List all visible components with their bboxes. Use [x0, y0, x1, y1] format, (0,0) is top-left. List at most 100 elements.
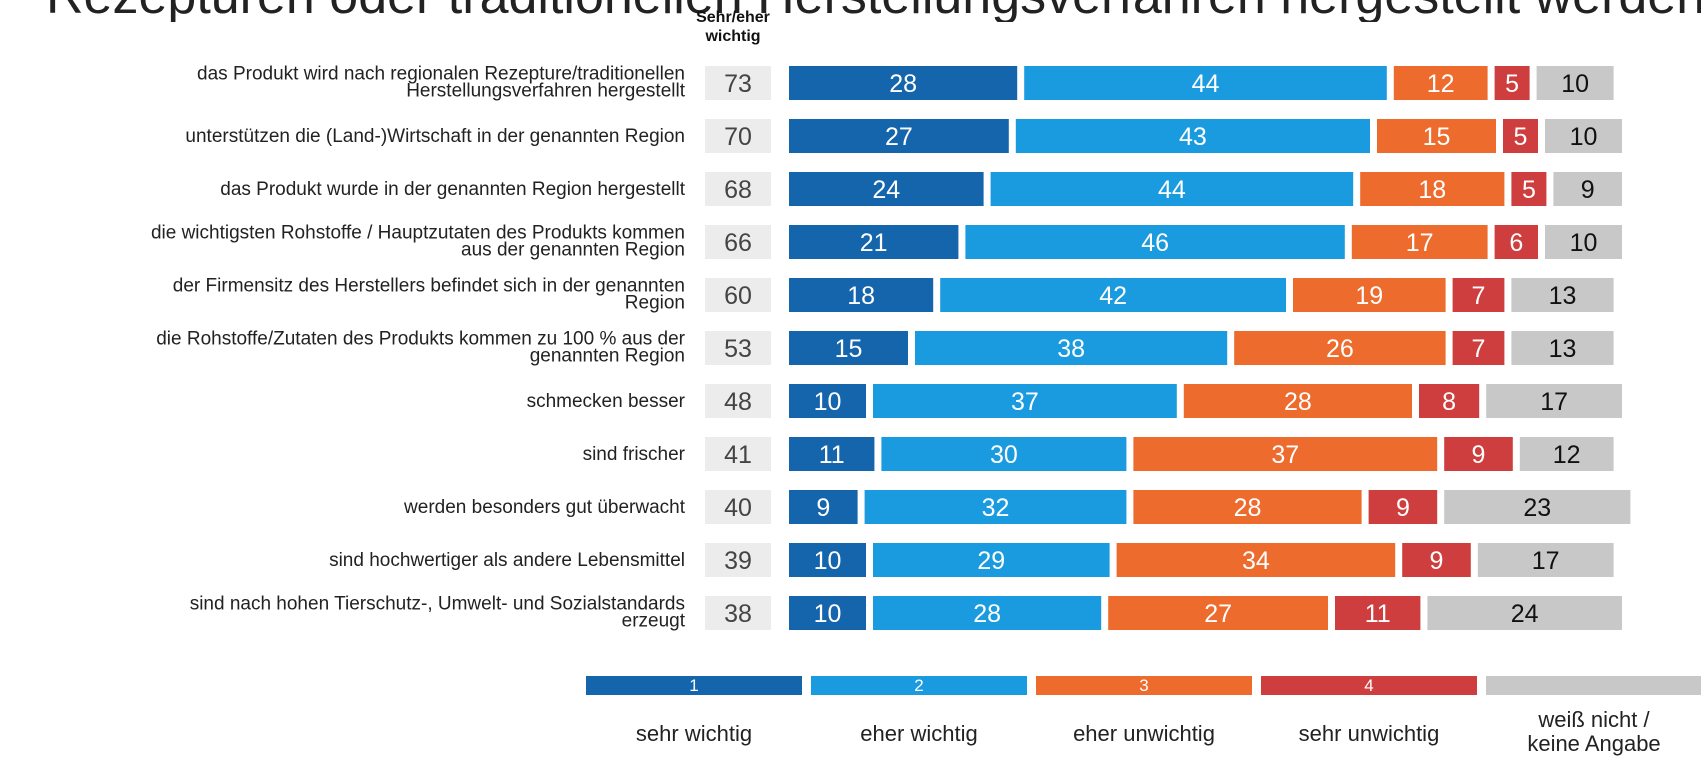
bar-segment-label: 10	[1570, 229, 1598, 257]
chart-title: Rezepturen oder traditionellen Herstellu…	[46, 0, 1701, 22]
bar-segment	[1477, 543, 1614, 577]
category-label: die wichtigsten Rohstoffe / Hauptzutaten…	[151, 223, 685, 261]
legend-label: weiß nicht / keine Angabe	[1527, 707, 1661, 756]
bar-segment	[1427, 596, 1622, 630]
bar-segment-label: 12	[1427, 70, 1455, 98]
total-box	[705, 172, 771, 206]
category-label: werden besonders gut überwacht	[403, 497, 686, 518]
bar-segment-label: 15	[1423, 123, 1451, 151]
bar-segment-label: 27	[885, 123, 913, 151]
bar-segment	[1234, 331, 1446, 365]
bar-segment	[1494, 66, 1530, 100]
legend-label: sehr wichtig	[635, 721, 753, 746]
bar-segment	[1545, 119, 1622, 153]
total-value: 66	[724, 229, 752, 257]
bar-segment-label: 26	[1326, 335, 1354, 363]
bar-segment-label: 10	[1561, 70, 1589, 98]
legend-swatch	[1036, 676, 1252, 695]
bar-segment-label: 13	[1549, 335, 1577, 363]
bar-segment	[1536, 66, 1614, 100]
total-value: 70	[724, 123, 752, 151]
bar-segment-label: 9	[1396, 494, 1410, 522]
bar-segment-label: 18	[847, 282, 875, 310]
bar-segment	[864, 490, 1127, 524]
bar-segment	[1351, 225, 1488, 259]
bar-segment-label: 9	[1430, 547, 1444, 575]
category-label: der Firmensitz des Herstellers befindet …	[173, 276, 685, 314]
total-box	[705, 437, 771, 471]
bar-segment	[1519, 437, 1614, 471]
bar-segment	[1545, 225, 1622, 259]
category-label: sind nach hohen Tierschutz-, Umwelt- und…	[190, 594, 686, 632]
bar-segment-label: 44	[1158, 176, 1186, 204]
total-box	[705, 596, 771, 630]
bar-segment	[1511, 278, 1614, 312]
legend-label: eher wichtig	[860, 721, 978, 746]
title-clip: Rezepturen oder traditionellen Herstellu…	[0, 0, 1701, 22]
legend-swatch	[586, 676, 802, 695]
bar-segment	[789, 543, 866, 577]
bar-segment-label: 28	[1234, 494, 1262, 522]
category-label: das Produkt wird nach regionalen Rezeptu…	[197, 64, 686, 102]
bar-segment	[1015, 119, 1370, 153]
bar-segment-label: 17	[1540, 388, 1568, 416]
bar-segment	[789, 384, 866, 418]
bar-segment-label: 46	[1141, 229, 1169, 257]
bar-segment-label: 44	[1192, 70, 1220, 98]
bar-segment	[1553, 172, 1622, 206]
bar-segment-label: 10	[1570, 123, 1598, 151]
bar-segment	[990, 172, 1354, 206]
bar-segment-label: 9	[1472, 441, 1486, 469]
total-value: 60	[724, 282, 752, 310]
bar-segment-label: 10	[814, 547, 842, 575]
bar-segment-label: 9	[1581, 176, 1595, 204]
category-label: sind hochwertiger als andere Lebensmitte…	[329, 550, 685, 571]
bar-segment-label: 38	[1057, 335, 1085, 363]
bar-segment	[1402, 543, 1471, 577]
total-value: 41	[724, 441, 752, 469]
category-label: die Rohstoffe/Zutaten des Produkts komme…	[156, 329, 685, 367]
total-box	[705, 490, 771, 524]
legend-code: 4	[1364, 676, 1373, 695]
bar-segment	[1486, 384, 1622, 418]
total-box	[705, 278, 771, 312]
bar-segment-label: 21	[860, 229, 888, 257]
total-value: 39	[724, 547, 752, 575]
total-box	[705, 331, 771, 365]
bar-segment	[881, 437, 1127, 471]
legend-swatch	[1486, 676, 1701, 695]
bar-segment-label: 10	[814, 388, 842, 416]
total-column-header: Sehr/eher wichtig	[696, 9, 770, 45]
bar-segment	[1133, 437, 1438, 471]
bar-segment	[789, 596, 866, 630]
bar-segment	[1293, 278, 1446, 312]
bar-segment	[873, 596, 1102, 630]
total-value: 73	[724, 70, 752, 98]
category-label: das Produkt wurde in der genannten Regio…	[220, 179, 685, 200]
bar-segment	[940, 278, 1286, 312]
bar-segment-label: 28	[889, 70, 917, 98]
bar-segment-label: 13	[1549, 282, 1577, 310]
bar-segment	[873, 543, 1110, 577]
total-value: 53	[724, 335, 752, 363]
bar-segment	[789, 119, 1009, 153]
total-box	[705, 119, 771, 153]
bar-segment-label: 12	[1553, 441, 1581, 469]
bar-segment-label: 28	[973, 600, 1001, 628]
bar-segment	[1444, 490, 1631, 524]
bar-segment-label: 7	[1472, 335, 1486, 363]
bar-segment-label: 7	[1472, 282, 1486, 310]
bar-segment	[789, 331, 908, 365]
bar-segment-label: 5	[1514, 123, 1528, 151]
bar-segment-label: 11	[1365, 600, 1391, 628]
bar-segment-label: 29	[977, 547, 1005, 575]
bar-segment	[1419, 384, 1480, 418]
bar-segment	[1452, 278, 1505, 312]
bar-segment	[1494, 225, 1538, 259]
bar-segment-label: 17	[1532, 547, 1560, 575]
legend-swatch	[811, 676, 1027, 695]
bar-segment	[1024, 66, 1387, 100]
bar-segment	[1360, 172, 1505, 206]
legend-code: 1	[689, 676, 698, 695]
